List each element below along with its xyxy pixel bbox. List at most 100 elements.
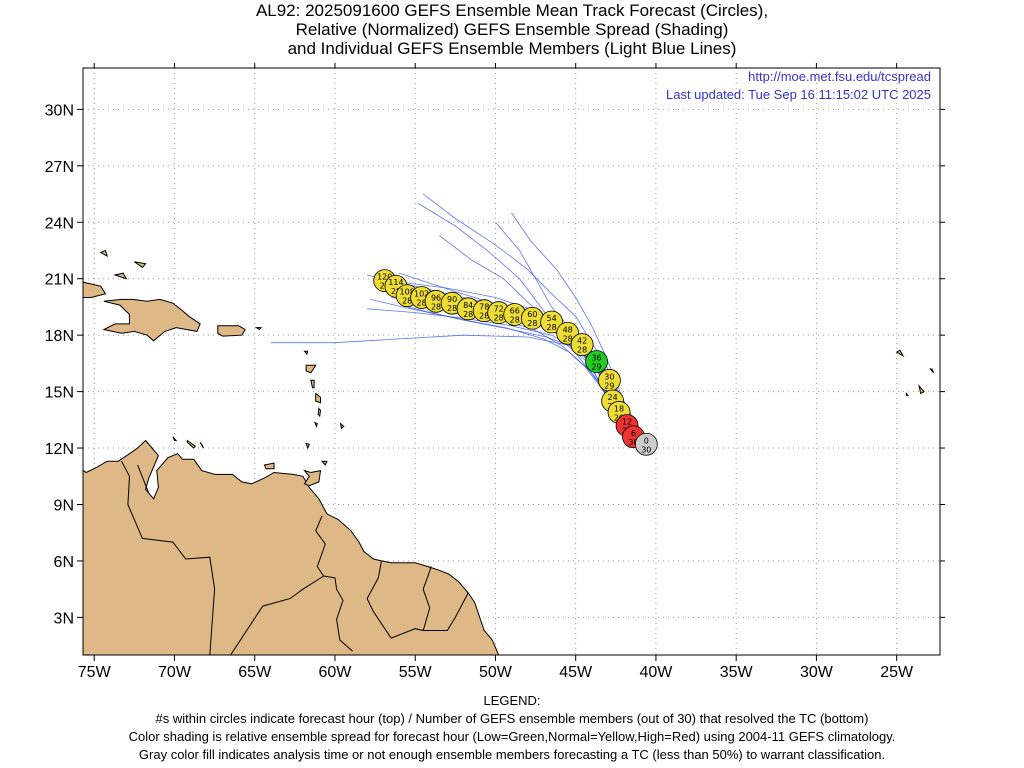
lat-tick-label: 15N <box>45 385 74 402</box>
country-border <box>121 460 216 655</box>
country-border <box>209 575 324 655</box>
lon-tick-label: 60W <box>319 664 353 681</box>
country-border <box>390 628 424 639</box>
member-count-label: 29 <box>604 381 614 390</box>
lon-tick-label: 40W <box>639 664 673 681</box>
mean-track-circle <box>585 350 608 373</box>
forecast-hour-label: 18 <box>614 404 624 413</box>
guadeloupe-island <box>305 364 317 374</box>
grenada-island <box>305 442 310 450</box>
member-count-label: 30 <box>628 438 638 447</box>
country-border <box>315 515 353 652</box>
legend-line-2: Color shading is relative ensemble sprea… <box>128 729 896 744</box>
forecast-hour-label: 84 <box>463 301 473 310</box>
forecast-hour-label: 114 <box>388 278 403 287</box>
member-count-label: 30 <box>641 445 651 454</box>
bahamas-island-3 <box>113 272 128 280</box>
member-count-label: 28 <box>417 299 427 308</box>
lon-tick-label: 35W <box>720 664 754 681</box>
mean-track-circles: 1202811428108281022896289028842878287228… <box>373 269 658 456</box>
lat-tick-label: 30N <box>45 102 74 119</box>
tobago-island <box>321 460 328 466</box>
lat-tick-label: 18N <box>45 328 74 345</box>
title-line-3: and Individual GEFS Ensemble Members (Li… <box>287 39 737 58</box>
member-count-label: 29 <box>591 363 601 372</box>
country-border <box>422 566 432 631</box>
trinidad-island <box>303 469 322 487</box>
lat-tick-label: 9N <box>54 497 74 514</box>
axis-ticks: 75W 70W 65W 60W 55W 50W 45W 40W 35W 30W 25W 30N 27N 2… <box>45 63 945 681</box>
member-count-label: 28 <box>391 287 401 296</box>
hispaniola-island <box>102 298 201 342</box>
mean-track-circle <box>570 333 594 356</box>
south-america-landmass <box>83 439 500 655</box>
member-count-label: 28 <box>510 315 520 324</box>
forecast-hour-label: 60 <box>527 310 537 319</box>
curacao-island <box>186 439 197 449</box>
lon-tick-label: 70W <box>158 664 192 681</box>
aruba-island <box>172 436 178 441</box>
martinique-island <box>315 392 321 404</box>
mean-track-circle <box>540 310 564 334</box>
member-count-label: 28 <box>577 346 587 355</box>
bonaire-island <box>199 442 204 449</box>
forecast-hour-label: 90 <box>447 295 457 304</box>
cape-verde-2 <box>918 384 925 395</box>
last-updated-text: Last updated: Tue Sep 16 11:15:02 UTC 20… <box>666 87 931 102</box>
lat-tick-label: 6N <box>54 554 74 571</box>
country-border <box>366 560 392 639</box>
forecast-hour-label: 30 <box>604 372 614 381</box>
forecast-hour-label: 24 <box>608 393 618 402</box>
mean-track-point: 030 <box>634 432 658 456</box>
forecast-hour-label: 6 <box>631 429 636 438</box>
puerto-rico-island <box>217 325 246 337</box>
forecast-hour-label: 102 <box>414 290 429 299</box>
antigua-island <box>303 350 309 356</box>
lat-tick-label: 3N <box>54 610 74 627</box>
land-masses <box>83 228 935 655</box>
legend-line-3: Gray color fill indicates analysis time … <box>138 747 886 762</box>
cape-verde-1 <box>895 349 905 358</box>
cape-verde-4 <box>929 368 935 374</box>
st-vincent-island <box>313 421 318 428</box>
lat-tick-label: 27N <box>45 159 74 176</box>
forecast-hour-label: 108 <box>400 288 415 297</box>
forecast-hour-label: 0 <box>644 436 649 445</box>
title-line-2: Relative (Normalized) GEFS Ensemble Spre… <box>295 20 729 39</box>
virgin-islands <box>254 327 263 331</box>
member-count-label: 28 <box>479 312 489 321</box>
lon-tick-label: 30W <box>800 664 834 681</box>
lat-tick-label: 24N <box>45 215 74 232</box>
member-count-label: 28 <box>547 323 557 332</box>
member-count-label: 28 <box>563 334 573 343</box>
forecast-hour-label: 54 <box>547 314 557 323</box>
title-line-1: AL92: 2025091600 GEFS Ensemble Mean Trac… <box>255 1 769 20</box>
lat-tick-label: 12N <box>45 441 74 458</box>
ensemble-member-tracks <box>270 193 649 453</box>
cuba-tip <box>83 280 107 298</box>
map-frame <box>82 67 941 656</box>
lon-tick-label: 45W <box>559 664 593 681</box>
st-lucia-island <box>317 407 322 418</box>
lon-tick-label: 25W <box>880 664 914 681</box>
margarita-island <box>263 462 275 470</box>
country-border <box>423 592 469 631</box>
turks-caicos <box>134 261 147 269</box>
source-url-link[interactable]: http://moe.met.fsu.edu/tcspread <box>748 69 931 84</box>
lon-tick-label: 75W <box>78 664 112 681</box>
forecast-hour-label: 48 <box>563 325 573 334</box>
legend-line-1: #s within circles indicate forecast hour… <box>155 711 869 726</box>
forecast-hour-label: 72 <box>494 305 504 314</box>
forecast-hour-label: 42 <box>577 337 587 346</box>
lon-tick-label: 50W <box>479 664 513 681</box>
bahamas-island-2 <box>99 249 108 258</box>
lon-tick-label: 65W <box>238 664 272 681</box>
forecast-hour-label: 120 <box>377 273 392 282</box>
forecast-hour-label: 66 <box>510 306 520 315</box>
